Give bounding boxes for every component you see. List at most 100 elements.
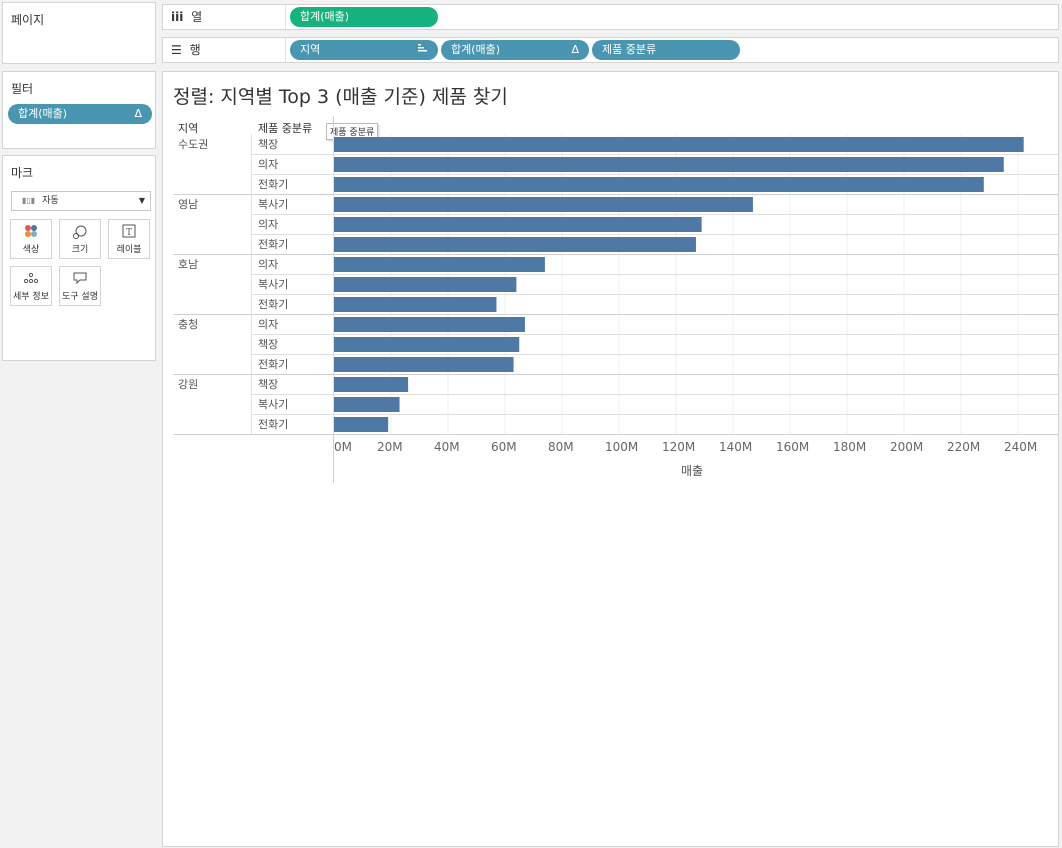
column-divider: [251, 134, 252, 434]
row-separator: [251, 274, 1058, 275]
filters-pane[interactable]: 필터 합계(매출) Δ: [2, 71, 156, 149]
rows-pill-sum-sales[interactable]: 합계(매출) Δ: [441, 40, 589, 60]
x-tick-label: 180M: [833, 440, 867, 454]
bar[interactable]: [334, 217, 702, 232]
columns-icon: iii: [171, 10, 184, 24]
bar[interactable]: [334, 377, 409, 392]
bar[interactable]: [334, 197, 753, 212]
rows-shelf-label: ☰ 행: [171, 38, 201, 62]
category-label[interactable]: 전화기: [258, 358, 289, 371]
bar-chart-icon: ▮▯▮: [22, 196, 36, 205]
category-label[interactable]: 전화기: [258, 298, 289, 311]
bar[interactable]: [334, 417, 389, 432]
row-separator: [251, 234, 1058, 235]
region-label[interactable]: 영남: [178, 198, 199, 211]
category-label[interactable]: 책장: [258, 338, 279, 351]
tooltip-label: 도구 설명: [62, 292, 98, 302]
category-label[interactable]: 전화기: [258, 178, 289, 191]
bar[interactable]: [334, 317, 525, 332]
size-button[interactable]: 크기: [59, 219, 101, 259]
category-label[interactable]: 의자: [258, 218, 279, 231]
color-button[interactable]: 색상: [10, 219, 52, 259]
filter-pill-label: 합계(매출): [18, 107, 68, 120]
row-separator: [251, 334, 1058, 335]
view-pane[interactable]: 정렬: 지역별 Top 3 (매출 기준) 제품 찾기 지역 제품 중분류 제품…: [162, 71, 1059, 847]
filters-title: 필터: [11, 82, 34, 96]
mark-type-dropdown[interactable]: ▮▯▮ 자동 ▼: [11, 191, 151, 211]
delta-icon: Δ: [134, 107, 142, 120]
row-separator: [251, 294, 1058, 295]
bar[interactable]: [334, 237, 696, 252]
row-separator: [251, 394, 1058, 395]
category-label[interactable]: 복사기: [258, 278, 289, 291]
category-label[interactable]: 의자: [258, 318, 279, 331]
category-label[interactable]: 전화기: [258, 238, 289, 251]
marks-title: 마크: [11, 166, 34, 180]
detail-button[interactable]: 세부 정보: [10, 266, 52, 306]
category-label[interactable]: 책장: [258, 138, 279, 151]
chevron-down-icon: ▼: [138, 196, 145, 205]
columns-shelf-label: iii 열: [171, 5, 202, 29]
bar[interactable]: [334, 157, 1004, 172]
pages-title: 페이지: [11, 13, 45, 27]
region-label[interactable]: 강원: [178, 378, 199, 391]
rows-pill-region-label: 지역: [300, 43, 321, 56]
region-label[interactable]: 수도권: [178, 138, 209, 151]
label-label: 레이블: [116, 245, 142, 255]
row-separator: [251, 414, 1058, 415]
category-label[interactable]: 책장: [258, 378, 279, 391]
x-tick-label: 160M: [776, 440, 810, 454]
bar[interactable]: [334, 337, 520, 352]
sort-icon: [418, 40, 428, 60]
bar[interactable]: [334, 397, 400, 412]
label-icon: T: [109, 224, 149, 244]
row-separator: [251, 214, 1058, 215]
rows-pill-region[interactable]: 지역: [290, 40, 438, 60]
category-label[interactable]: 복사기: [258, 198, 289, 211]
svg-text:T: T: [126, 228, 132, 238]
row-separator: [173, 194, 1058, 195]
region-label[interactable]: 호남: [178, 258, 199, 271]
x-tick-label: 0M: [334, 440, 352, 454]
x-tick-label: 80M: [548, 440, 574, 454]
rows-icon: ☰: [171, 43, 182, 57]
x-tick-label: 40M: [434, 440, 460, 454]
size-label: 크기: [71, 245, 89, 255]
bar[interactable]: [334, 137, 1024, 152]
marks-pane: 마크 ▮▯▮ 자동 ▼ 색상 크기 T 레이블 세부 정보 도구 설명: [2, 155, 156, 361]
bar-chart: [333, 134, 1024, 434]
delta-icon: Δ: [571, 43, 579, 56]
bar[interactable]: [334, 357, 514, 372]
x-tick-label: 220M: [947, 440, 981, 454]
x-tick-label: 200M: [890, 440, 924, 454]
pages-pane[interactable]: 페이지: [2, 2, 156, 64]
columns-label-text: 열: [191, 10, 203, 24]
category-column-header[interactable]: 제품 중분류: [258, 122, 313, 135]
filter-pill-sum-sales[interactable]: 합계(매출) Δ: [8, 104, 152, 124]
region-label[interactable]: 충청: [178, 318, 199, 331]
category-label[interactable]: 전화기: [258, 418, 289, 431]
region-column-header[interactable]: 지역: [178, 122, 199, 135]
x-tick-label: 120M: [662, 440, 696, 454]
category-label[interactable]: 의자: [258, 258, 279, 271]
bar[interactable]: [334, 297, 497, 312]
bar[interactable]: [334, 177, 984, 192]
rows-pill-category[interactable]: 제품 중분류: [592, 40, 740, 60]
category-label[interactable]: 복사기: [258, 398, 289, 411]
row-separator: [251, 174, 1058, 175]
category-label[interactable]: 의자: [258, 158, 279, 171]
detail-label: 세부 정보: [13, 292, 49, 302]
columns-shelf[interactable]: iii 열 합계(매출): [162, 4, 1059, 30]
x-tick-label: 100M: [605, 440, 639, 454]
label-button[interactable]: T 레이블: [108, 219, 150, 259]
bar[interactable]: [334, 277, 517, 292]
x-tick-label: 240M: [1004, 440, 1038, 454]
columns-pill-sum-sales[interactable]: 합계(매출): [290, 7, 438, 27]
rows-label-text: 행: [189, 43, 201, 57]
mark-type-value: 자동: [42, 196, 59, 206]
bar[interactable]: [334, 257, 545, 272]
tooltip-button[interactable]: 도구 설명: [59, 266, 101, 306]
x-tick-label: 20M: [377, 440, 403, 454]
rows-shelf[interactable]: ☰ 행 지역 합계(매출) Δ 제품 중분류: [162, 37, 1059, 63]
detail-icon: [11, 271, 51, 291]
